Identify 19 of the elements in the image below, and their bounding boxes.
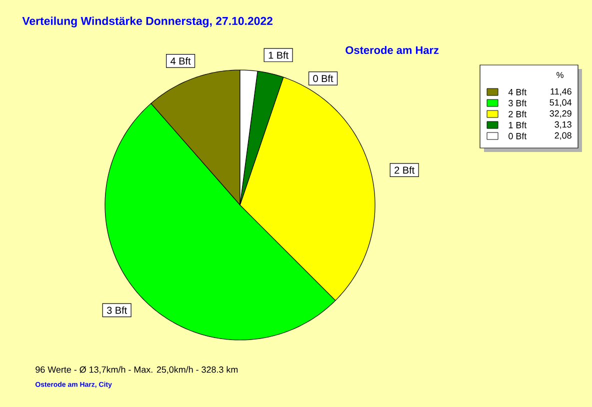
legend-label: 3 Bft bbox=[508, 100, 527, 106]
slice-label: 4 Bft bbox=[170, 57, 191, 65]
data-label: 32,29 bbox=[550, 110, 572, 118]
data-label: 3,13 bbox=[554, 121, 572, 129]
data-label: 2,08 bbox=[554, 132, 572, 140]
data-label: 51,04 bbox=[550, 99, 572, 107]
legend-label: 1 Bft bbox=[508, 122, 527, 128]
chart-subtitle: Osterode am Harz bbox=[346, 46, 439, 54]
legend-label: 4 Bft bbox=[508, 88, 527, 96]
legend-label: 0 Bft bbox=[508, 132, 527, 140]
data-label: 11,46 bbox=[550, 88, 572, 96]
chart-title: Verteilung Windstärke Donnerstag, 27.10.2022 bbox=[22, 16, 272, 28]
slice-label: 1 Bft bbox=[268, 51, 288, 59]
category-label: 0 Bft bbox=[313, 74, 334, 82]
slice-label: 3 Bft bbox=[106, 306, 128, 314]
legend-label: 2 Bft bbox=[508, 110, 527, 118]
slice-label: 2 Bft bbox=[394, 166, 415, 174]
legend-title: % bbox=[556, 72, 564, 78]
text: 96 Werte - Ø 13,7km/h - Max. 25,0km/h - 328.3 km bbox=[36, 366, 238, 374]
